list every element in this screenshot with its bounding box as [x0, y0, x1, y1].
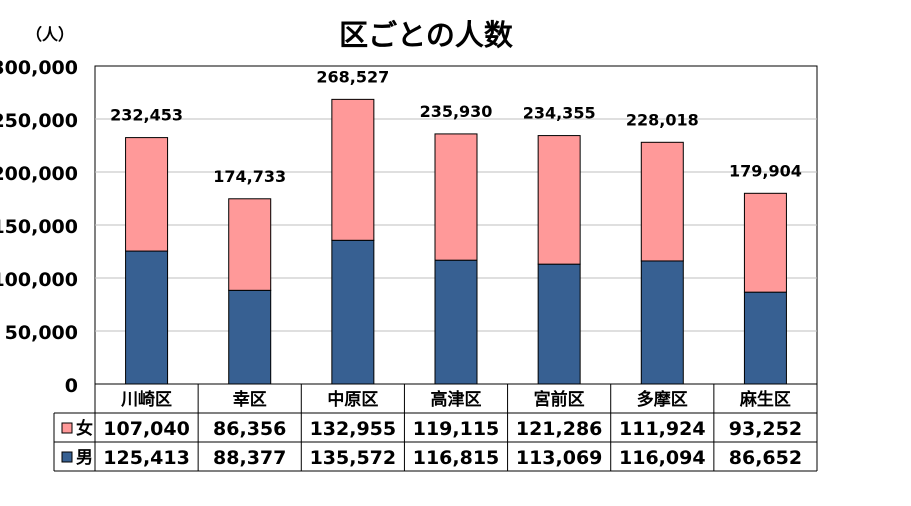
legend-swatch	[61, 451, 73, 463]
table-cell: 116,094	[619, 447, 706, 469]
total-labels: 232,453 174,733 268,527 235,930 234,355 228,0…	[110, 67, 802, 185]
table-cell: 86,652	[729, 447, 802, 469]
total-label: 174,733	[213, 167, 286, 186]
bar-segment	[228, 198, 272, 291]
table-cell: 86,356	[213, 418, 286, 440]
total-label: 268,527	[316, 67, 389, 86]
table-cell: 107,040	[103, 418, 190, 440]
table-cell: 125,413	[103, 447, 190, 469]
table-cell: 111,924	[619, 418, 706, 440]
legend-swatch	[61, 422, 73, 434]
table-cell: 135,572	[310, 447, 397, 469]
category-label: 高津区	[431, 389, 482, 410]
y-tick-label: 150,000	[0, 216, 78, 238]
category-label: 幸区	[233, 389, 267, 410]
y-tick-label: 300,000	[0, 57, 78, 79]
legend-label: 男	[76, 448, 93, 468]
y-tick-label: 50,000	[5, 322, 78, 344]
table-cell: 132,955	[310, 418, 397, 440]
y-tick-label: 0	[65, 375, 78, 397]
table-cell: 116,815	[413, 447, 500, 469]
y-tick-label: 200,000	[0, 163, 78, 185]
bars	[125, 98, 787, 385]
bar-segment	[537, 135, 581, 265]
y-tick-label: 100,000	[0, 269, 78, 291]
y-tick-label: 250,000	[0, 110, 78, 132]
bar-segment	[743, 291, 787, 385]
bar-segment	[743, 192, 787, 293]
category-label: 川崎区	[120, 389, 172, 410]
table-cell: 93,252	[729, 418, 802, 440]
bar-segment	[125, 250, 169, 385]
total-label: 228,018	[626, 110, 699, 129]
category-label: 麻生区	[739, 389, 791, 410]
table-cell: 119,115	[413, 418, 500, 440]
table-cell: 88,377	[213, 447, 286, 469]
category-label: 宮前区	[534, 389, 585, 410]
chart-title: 区ごとの人数	[339, 18, 514, 52]
bar-segment	[125, 137, 169, 252]
bar-segment	[640, 141, 684, 262]
bar-segment	[228, 289, 272, 385]
category-label: 中原区	[327, 389, 378, 410]
table-cell: 121,286	[516, 418, 603, 440]
y-axis: 0 50,000 100,000 150,000 200,000 250,000 300,0…	[0, 57, 78, 397]
bar-segment	[434, 133, 478, 261]
y-unit-label: （人）	[26, 25, 74, 44]
bar-segment	[640, 260, 684, 385]
bar-segment	[537, 263, 581, 385]
bar-segment	[434, 259, 478, 385]
total-label: 235,930	[420, 102, 493, 121]
legend-label: 女	[76, 418, 93, 439]
total-label: 232,453	[110, 106, 183, 125]
total-label: 179,904	[729, 161, 802, 180]
bar-segment	[331, 239, 375, 385]
bar-segment	[331, 98, 375, 241]
category-label: 多摩区	[637, 389, 688, 410]
table-cell: 113,069	[516, 447, 603, 469]
total-label: 234,355	[523, 104, 596, 123]
